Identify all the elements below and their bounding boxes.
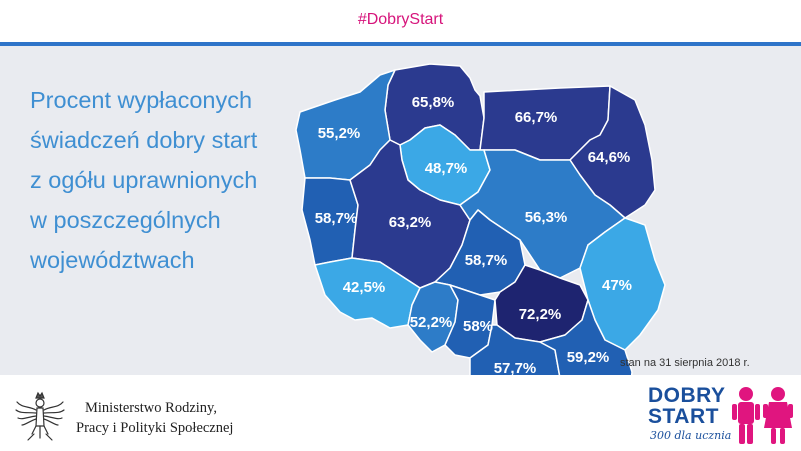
region-mazowieckie bbox=[459, 149, 626, 279]
label-dolnoslaskie: 42,5% bbox=[343, 279, 386, 296]
white-eagle-emblem-icon bbox=[15, 391, 65, 441]
logo-text-dobry: DOBRY bbox=[648, 384, 726, 407]
data-date-note: stan na 31 sierpnia 2018 r. bbox=[620, 357, 750, 369]
label-wielkopolskie: 63,2% bbox=[389, 214, 432, 231]
map-regions bbox=[295, 63, 666, 409]
label-zachodniopomorskie: 55,2% bbox=[318, 125, 361, 142]
label-lubelskie: 47% bbox=[602, 277, 632, 294]
label-mazowieckie: 56,3% bbox=[525, 209, 568, 226]
label-malopolskie: 57,7% bbox=[494, 360, 537, 377]
headline-line-1: Procent wypłaconych bbox=[30, 87, 253, 113]
ministry-name-line-2: Pracy i Polityki Społecznej bbox=[76, 420, 234, 436]
footer-bar bbox=[0, 375, 801, 451]
ministry-name-line-1: Ministerstwo Rodziny, bbox=[85, 400, 217, 416]
headline-line-4: w poszczególnych bbox=[30, 207, 221, 233]
label-opolskie: 52,2% bbox=[410, 314, 453, 331]
headline-line-5: województwach bbox=[30, 247, 195, 273]
headline-line-3: z ogółu uprawnionych bbox=[30, 167, 258, 193]
label-swietokrzyskie: 72,2% bbox=[519, 306, 562, 323]
label-lodzkie: 58,7% bbox=[465, 252, 508, 269]
logo-tagline: 300 dla ucznia bbox=[650, 429, 732, 442]
label-lubuskie: 58,7% bbox=[315, 210, 358, 227]
label-podkarpackie: 59,2% bbox=[567, 349, 610, 366]
map-labels: 65,8% 66,7% 64,6% 55,2% 48,7% 58,7% 63,2… bbox=[315, 94, 632, 377]
label-podlaskie: 64,6% bbox=[588, 149, 631, 166]
header-divider bbox=[0, 42, 801, 46]
header-bar: #DobryStart bbox=[0, 0, 801, 42]
headline-line-2: świadczeń dobry start bbox=[30, 127, 258, 153]
label-slaskie: 58% bbox=[463, 318, 493, 335]
headline: Procent wypłaconych świadczeń dobry star… bbox=[30, 80, 310, 280]
ministry-name: Ministerstwo Rodziny, Pracy i Polityki S… bbox=[76, 398, 233, 438]
label-pomorskie: 65,8% bbox=[412, 94, 455, 111]
two-pupils-icon bbox=[732, 387, 793, 444]
logo-text-start: START bbox=[648, 405, 719, 428]
dobry-start-logo: DOBRY START 300 dla ucznia bbox=[648, 384, 798, 448]
hashtag: #DobryStart bbox=[357, 11, 444, 28]
label-warminsko-mazurskie: 66,7% bbox=[515, 109, 558, 126]
label-kujawsko-pomorskie: 48,7% bbox=[425, 160, 468, 177]
